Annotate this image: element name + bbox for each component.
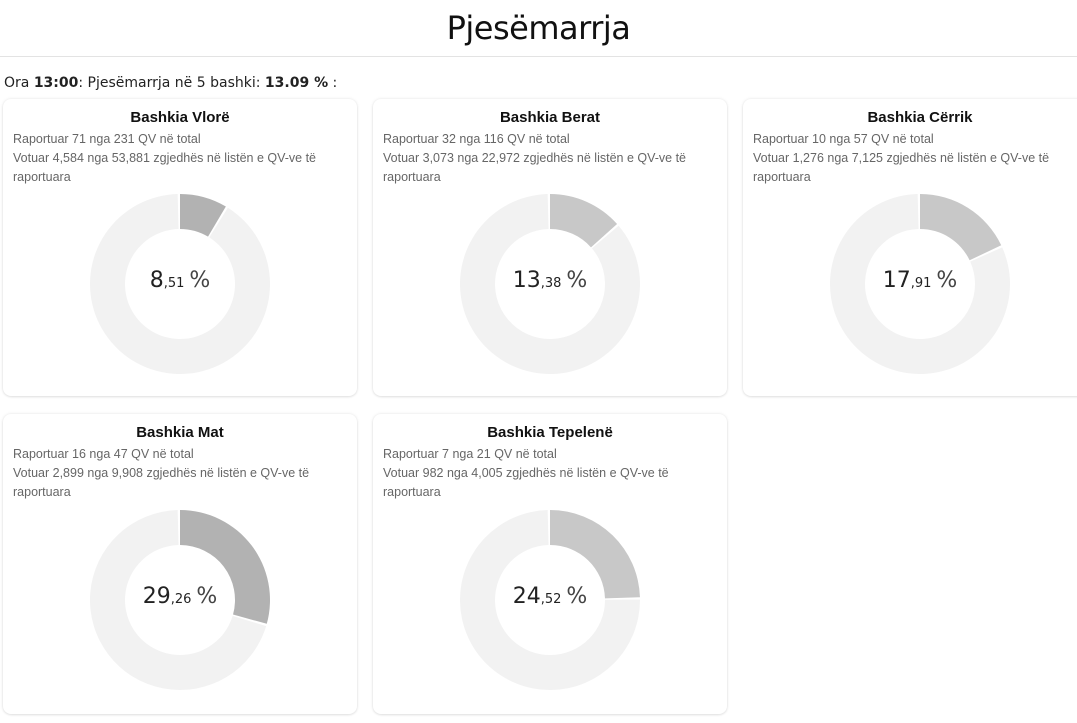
value-integer: 13	[512, 268, 541, 293]
municipality-card-berat: Bashkia Berat Raportuar 32 nga 116 QV në…	[373, 99, 727, 396]
value-integer: 29	[142, 584, 171, 609]
municipality-card-vlore: Bashkia Vlorë Raportuar 71 nga 231 QV në…	[3, 99, 357, 396]
reported-stations: Raportuar 16 nga 47 QV në total	[13, 447, 194, 461]
municipality-card-cerrik: Bashkia Cërrik Raportuar 10 nga 57 QV në…	[743, 99, 1077, 396]
summary-total: 13.09 %	[264, 75, 329, 91]
donut-turnout-slice[interactable]	[180, 194, 226, 237]
card-title: Bashkia Berat	[499, 109, 601, 126]
turnout-donut: 24,52%	[458, 508, 642, 692]
turnout-donut: 17,91%	[828, 192, 1012, 376]
reported-stations: Raportuar 7 nga 21 QV në total	[383, 447, 557, 461]
donut-remainder-slice	[90, 510, 267, 690]
donut-turnout-slice[interactable]	[550, 510, 640, 599]
municipality-card-tepelene: Bashkia Tepelenë Raportuar 7 nga 21 QV n…	[373, 414, 727, 714]
reported-stations: Raportuar 10 nga 57 QV në total	[753, 132, 934, 146]
voted-count: Votuar 1,276 nga 7,125 zgjedhës në listë…	[753, 151, 1050, 184]
donut-center-label: 29,26%	[88, 584, 272, 609]
value-integer: 8	[149, 268, 164, 293]
card-title: Bashkia Tepelenë	[487, 424, 613, 441]
donut-center-label: 13,38%	[458, 268, 642, 293]
card-title: Bashkia Vlorë	[130, 109, 230, 126]
percent-sign: %	[196, 584, 218, 609]
value-decimal: ,91	[910, 276, 932, 291]
donut-chart-svg	[90, 194, 270, 374]
reported-stations: Raportuar 32 nga 116 QV në total	[383, 132, 570, 146]
value-decimal: ,52	[540, 592, 562, 607]
card-title: Bashkia Mat	[136, 424, 224, 441]
donut-turnout-slice[interactable]	[180, 510, 270, 624]
donut-center-label: 8,51%	[88, 268, 272, 293]
reported-stations: Raportuar 71 nga 231 QV në total	[13, 132, 201, 146]
voted-count: Votuar 982 nga 4,005 zgjedhës në listën …	[383, 466, 669, 499]
donut-center-label: 17,91%	[828, 268, 1012, 293]
summary-time: 13:00	[33, 75, 79, 91]
percent-sign: %	[189, 268, 211, 293]
donut-turnout-slice[interactable]	[920, 194, 1002, 261]
card-title: Bashkia Cërrik	[867, 109, 973, 126]
value-integer: 17	[882, 268, 911, 293]
value-decimal: ,26	[170, 592, 192, 607]
value-decimal: ,51	[163, 276, 185, 291]
value-integer: 24	[512, 584, 541, 609]
page-title: Pjesëmarrja	[446, 9, 631, 47]
donut-remainder-slice	[460, 510, 640, 690]
donut-remainder-slice	[90, 194, 270, 374]
donut-turnout-slice[interactable]	[550, 194, 618, 248]
summary-middle: : Pjesëmarrja në 5 bashki:	[78, 75, 265, 91]
turnout-donut: 8,51%	[88, 192, 272, 376]
summary-suffix: :	[328, 75, 338, 91]
donut-remainder-slice	[830, 194, 1010, 374]
turnout-summary: Ora 13:00: Pjesëmarrja në 5 bashki: 13.0…	[4, 75, 337, 91]
voted-count: Votuar 2,899 nga 9,908 zgjedhës në listë…	[13, 466, 310, 499]
percent-sign: %	[936, 268, 958, 293]
donut-chart-svg	[460, 510, 640, 690]
turnout-donut: 29,26%	[88, 508, 272, 692]
percent-sign: %	[566, 584, 588, 609]
donut-chart-svg	[830, 194, 1010, 374]
summary-prefix: Ora	[4, 75, 34, 91]
page-header: Pjesëmarrja	[0, 0, 1077, 57]
donut-remainder-slice	[460, 194, 640, 374]
turnout-donut: 13,38%	[458, 192, 642, 376]
percent-sign: %	[566, 268, 588, 293]
donut-chart-svg	[460, 194, 640, 374]
voted-count: Votuar 3,073 nga 22,972 zgjedhës në list…	[383, 151, 686, 184]
value-decimal: ,38	[540, 276, 562, 291]
municipality-card-mat: Bashkia Mat Raportuar 16 nga 47 QV në to…	[3, 414, 357, 714]
donut-chart-svg	[90, 510, 270, 690]
voted-count: Votuar 4,584 nga 53,881 zgjedhës në list…	[13, 151, 316, 184]
donut-center-label: 24,52%	[458, 584, 642, 609]
